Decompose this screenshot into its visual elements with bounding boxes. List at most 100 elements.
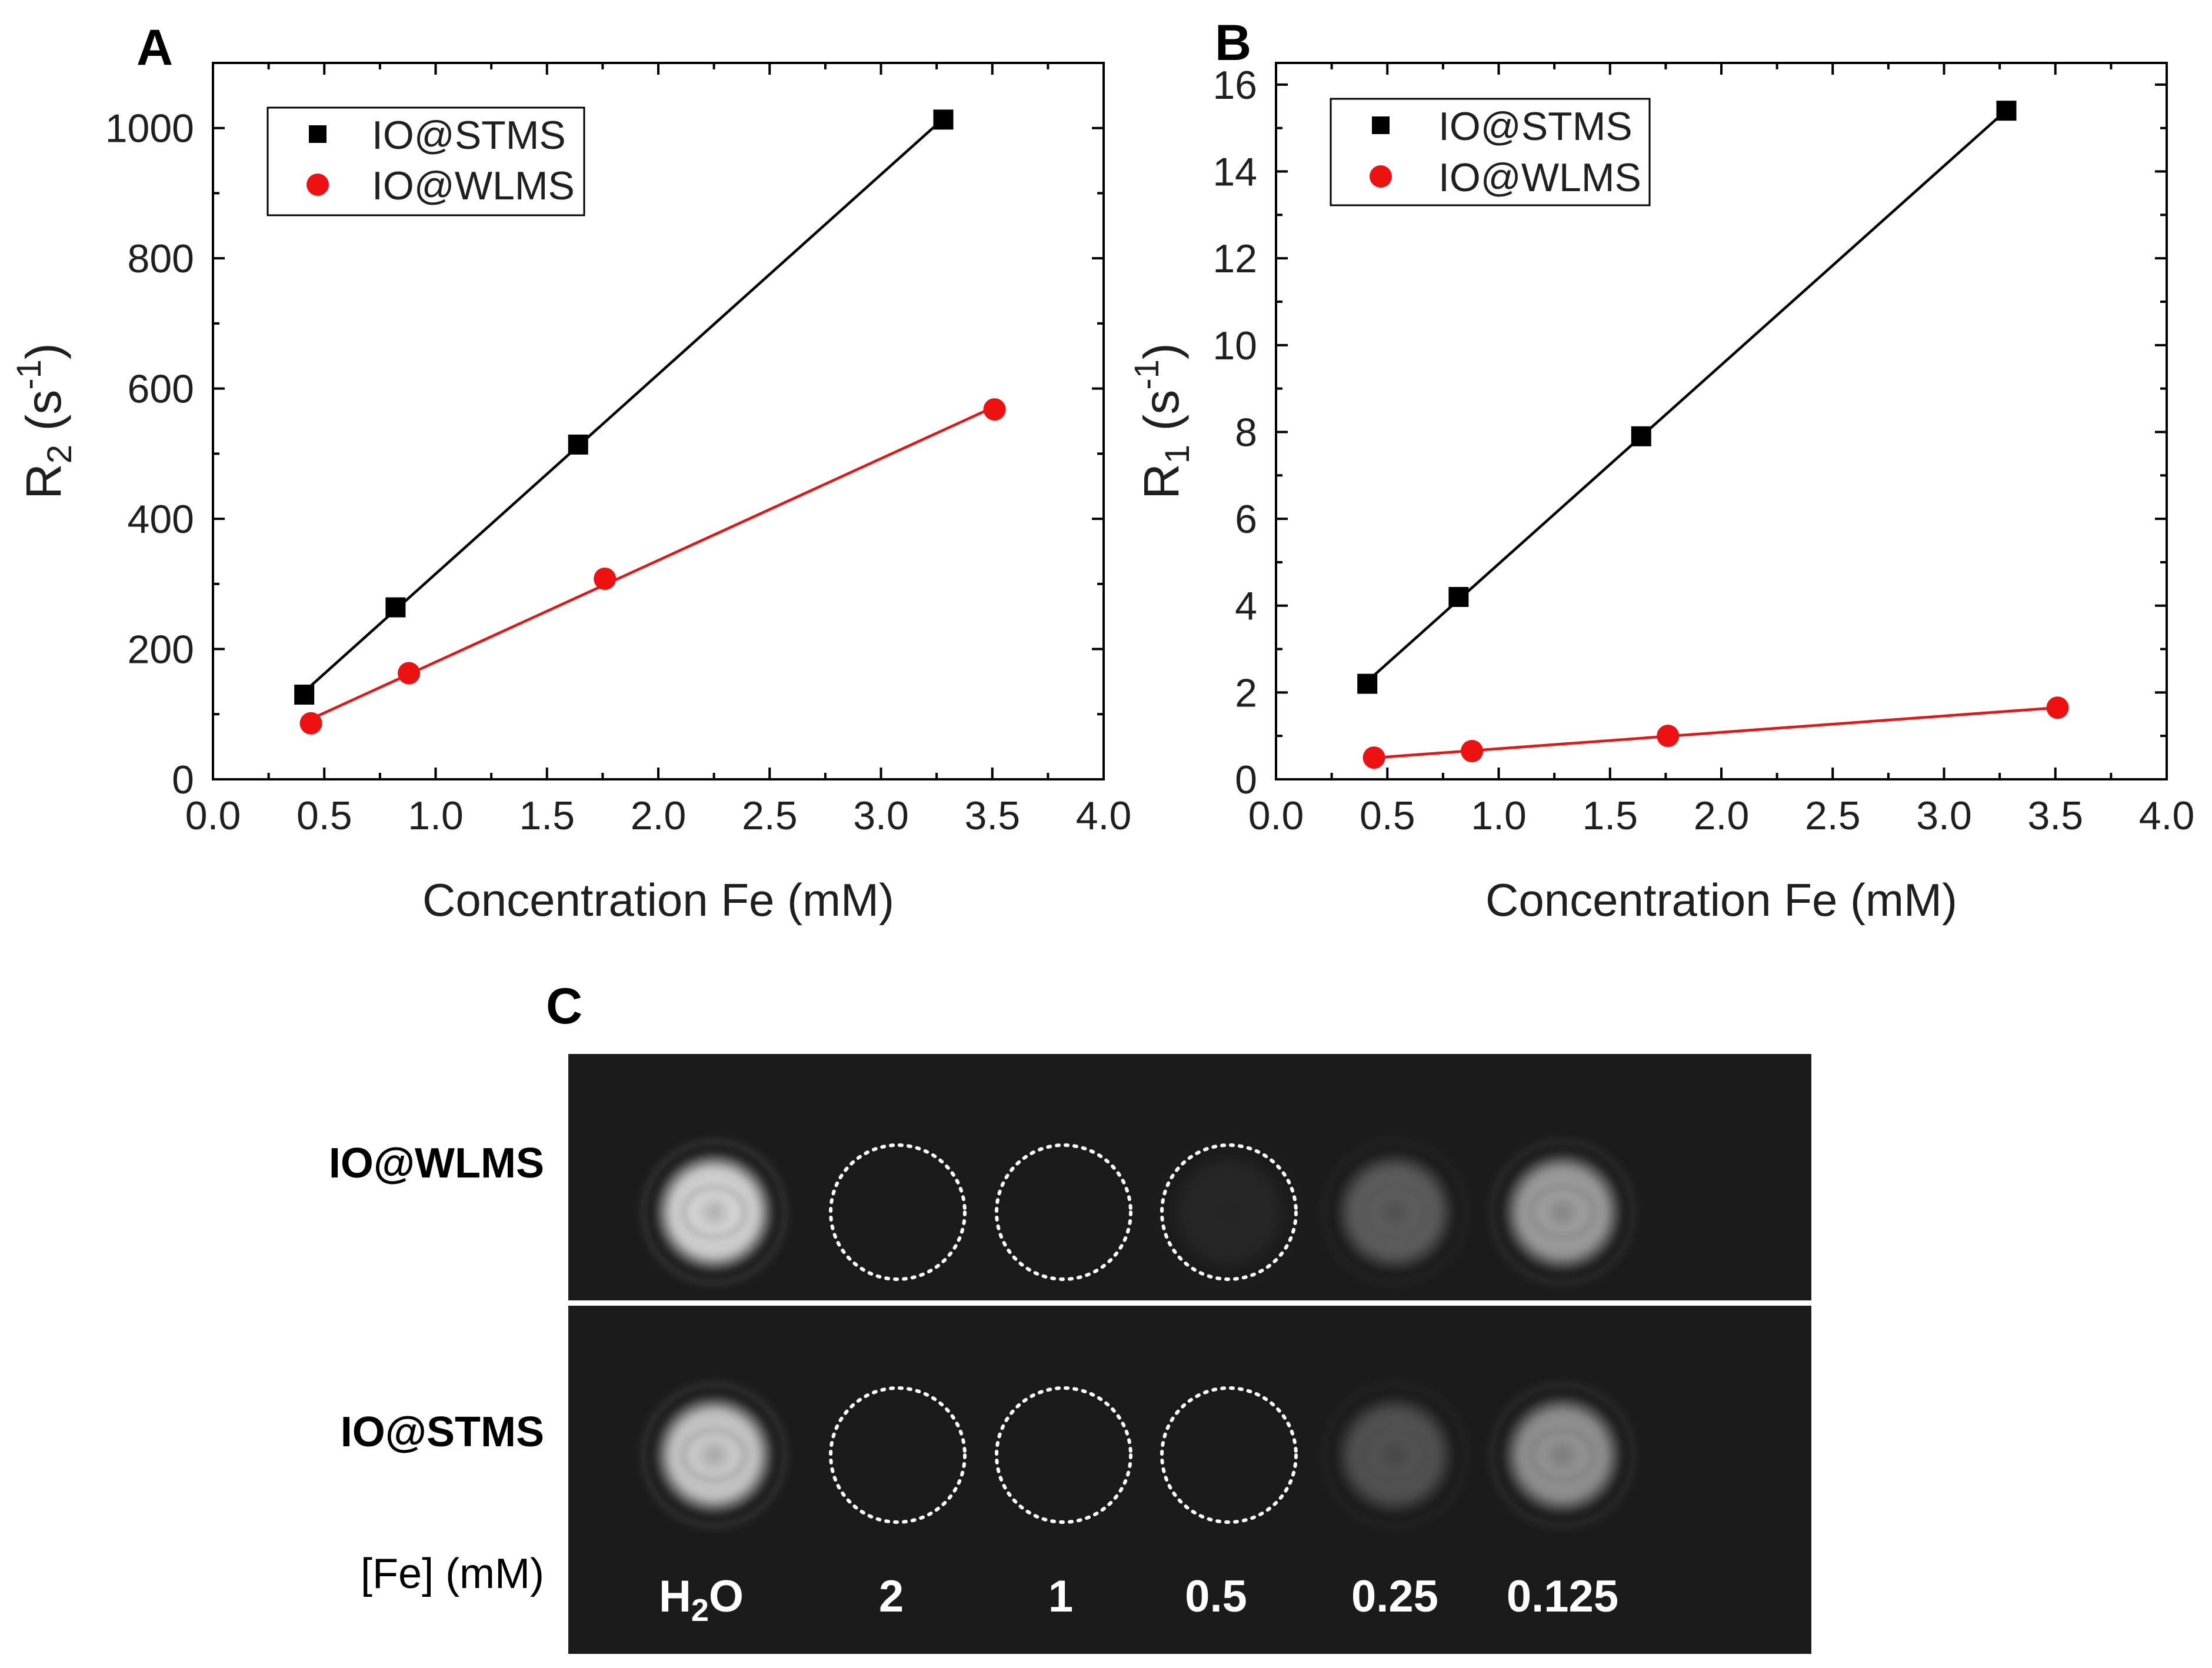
panel-b-xtick-label: 1.5 (1582, 793, 1638, 838)
mri-phantom (653, 1394, 775, 1516)
mri-phantom-inner-ring (1530, 1185, 1595, 1239)
panel-a-legend-marker-wlms (307, 174, 329, 196)
panel-a-xtick-label: 3.0 (853, 793, 909, 838)
panel-b-point-io-wlms (1461, 740, 1484, 763)
panel-label-c: C (546, 978, 582, 1035)
mri-phantom (1168, 1151, 1290, 1273)
panel-b-ytick-label: 12 (1212, 236, 1257, 281)
mri-concentration-label: 2 (879, 1572, 904, 1622)
panel-a-xtick-label: 4.0 (1076, 793, 1132, 838)
panel-b-legend: IO@STMS IO@WLMS (1330, 98, 1651, 206)
panel-b-ytick-label: 6 (1235, 497, 1257, 542)
panel-b-xtick-label: 2.5 (1805, 793, 1861, 838)
panel-a-xtick-label: 3.5 (964, 793, 1020, 838)
panel-a-x-axis: 0.0 0.5 1.0 1.5 2.0 2.5 3.0 3.5 4.0 (185, 63, 1132, 838)
panel-a-point-io-stms (385, 597, 406, 618)
panel-b-ytick-label: 2 (1235, 670, 1257, 715)
panel-a-point-io-stms (294, 685, 315, 705)
panel-a-xtick-label: 2.0 (631, 793, 687, 838)
mri-phantom-halo (641, 1139, 788, 1286)
mri-row-label-wlms: IO@WLMS (329, 1140, 544, 1187)
panel-b-ylabel-unit-open: (s (1134, 390, 1189, 445)
panel-label-a: A (136, 19, 173, 76)
mri-phantom-inner-ring (1530, 1428, 1595, 1482)
mri-dotted-circle (995, 1386, 1132, 1524)
panel-a-ytick-label: 1000 (105, 106, 194, 151)
panel-b-legend-marker-wlms (1370, 165, 1392, 188)
mri-phantom-inner-ring (681, 1185, 747, 1239)
panel-b-legend-marker-stms (1372, 116, 1390, 134)
mri-water-h: H (659, 1572, 691, 1622)
panel-b-fit-line-io-wlms (1374, 706, 2058, 759)
panel-b-xtick-label: 1.0 (1471, 793, 1527, 838)
mri-label-water: H2O (659, 1572, 744, 1628)
panel-a-ytick-label: 400 (128, 497, 194, 542)
panel-b-ylabel-unit-close: ) (1134, 343, 1189, 359)
panel-b-xtick-label: 3.5 (2027, 793, 2083, 838)
panel-a-ytick-label: 600 (128, 367, 194, 412)
mri-dotted-circle (995, 1143, 1132, 1281)
panel-label-b: B (1215, 15, 1251, 71)
panel-a-legend-label-wlms: IO@WLMS (372, 164, 575, 208)
panel-b-fit-lines (1366, 109, 2058, 759)
panel-a-y-axis-label: R2 (s-1) (10, 343, 79, 499)
mri-phantom-inner-ring (1362, 1185, 1428, 1239)
panel-a-y-axis: 0 200 400 600 800 1000 (105, 106, 1104, 802)
mri-concentration-labels: 2 1 0.5 0.25 0.125 (879, 1572, 1618, 1622)
panel-a-xtick-label: 0.0 (185, 793, 241, 838)
panel-a-legend: IO@STMS IO@WLMS (266, 106, 585, 216)
panel-b-xtick-label: 0.5 (1360, 793, 1415, 838)
mri-concentration-label: 1 (1048, 1572, 1073, 1622)
mri-water-sub: 2 (691, 1593, 709, 1628)
panel-b-point-io-stms (1996, 101, 2017, 121)
panel-b-point-io-stms (1631, 426, 1651, 446)
panel-b-point-io-stms (1448, 586, 1469, 607)
panel-b-legend-label-wlms: IO@WLMS (1438, 155, 1641, 200)
mri-concentration-header: [Fe] (mM) (361, 1550, 544, 1597)
panel-a-point-io-stms (933, 109, 954, 130)
mri-phantom (1501, 1394, 1624, 1516)
mri-dotted-circle (1160, 1386, 1298, 1524)
panel-a-fit-line-io-stms (303, 117, 944, 693)
panel-a-xtick-label: 2.5 (742, 793, 798, 838)
mri-water-o: O (709, 1572, 744, 1622)
panel-a-chart: A 0 200 400 600 800 1000 0.0 0.5 1.0 1.5 2.0 2.5 3.… (10, 19, 1131, 926)
panel-a-xtick-label: 1.5 (519, 793, 575, 838)
panel-a-ytick-label: 200 (128, 628, 194, 672)
panel-a-legend-marker-stms (309, 125, 327, 143)
panel-b-point-io-wlms (2046, 696, 2069, 719)
mri-phantom (1501, 1151, 1624, 1273)
panel-a-xtick-label: 0.5 (297, 793, 352, 838)
panel-b-ytick-label: 4 (1235, 584, 1257, 629)
mri-dotted-circle (1160, 1143, 1298, 1281)
mri-phantom (1334, 1151, 1456, 1273)
panel-a-fit-line-io-wlms (310, 405, 995, 720)
panel-b-point-io-wlms (1362, 746, 1385, 769)
panel-b-point-io-stms (1357, 673, 1378, 694)
panel-a-fit-lines (303, 117, 995, 720)
mri-phantom (1334, 1394, 1456, 1516)
mri-row-label-stms: IO@STMS (341, 1409, 544, 1456)
mri-phantom-inner-ring (681, 1428, 747, 1482)
panel-a-ylabel-main: R (16, 463, 71, 499)
panel-a-ytick-label: 800 (128, 236, 194, 281)
panel-b-ytick-label: 14 (1212, 150, 1257, 195)
panel-a-ylabel-unit-exp: -1 (10, 359, 48, 390)
panel-a-ylabel-sub: 2 (41, 445, 79, 463)
panel-b-ytick-label: 10 (1212, 323, 1257, 368)
panel-a-points (294, 109, 1006, 735)
panel-b-ytick-label: 16 (1212, 63, 1257, 108)
panel-a-point-io-stms (568, 434, 588, 455)
panel-b-ytick-label: 8 (1235, 410, 1257, 455)
mri-phantom (653, 1151, 775, 1273)
mri-concentration-label: 0.125 (1507, 1572, 1618, 1622)
panel-a-point-io-wlms (398, 662, 421, 685)
mri-dotted-circle (829, 1143, 967, 1281)
panel-c-mri: C IO@WLMS IO@STMS [Fe] (mM) H2O 2 1 0.5 0.2… (329, 978, 1811, 1654)
panel-a-point-io-wlms (594, 567, 617, 590)
mri-phantom-inner-ring (1362, 1428, 1428, 1482)
panel-b-points (1357, 101, 2069, 769)
panel-b-ytick-label: 0 (1235, 758, 1257, 802)
mri-dotted-circle (829, 1386, 967, 1524)
